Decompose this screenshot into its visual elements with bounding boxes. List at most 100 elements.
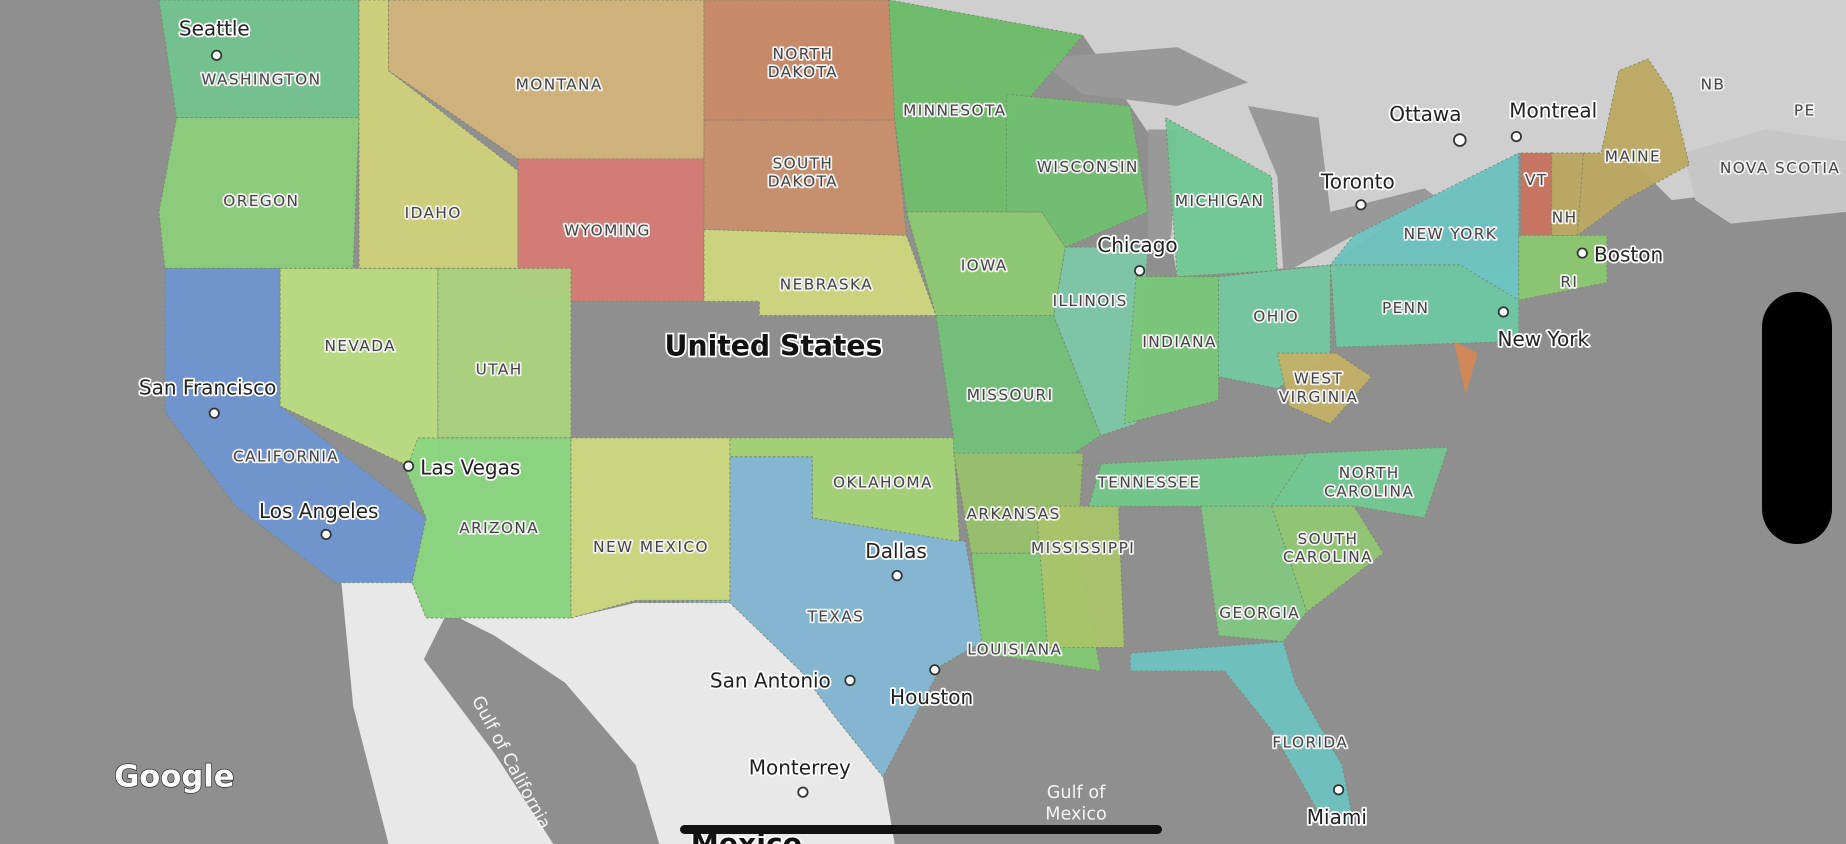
state-illinois[interactable] (1053, 246, 1149, 437)
city-label-las-vegas: Las Vegas (420, 455, 520, 479)
state-label-nh: NH (1552, 208, 1578, 226)
state-label-arizona: ARIZONA (459, 519, 539, 537)
state-oregon[interactable] (158, 117, 360, 269)
city-label-monterrey: Monterrey (749, 756, 851, 780)
city-label-dallas: Dallas (865, 539, 926, 563)
city-label-boston: Boston (1594, 242, 1663, 266)
state-layer (158, 0, 1690, 825)
state-north-carolina[interactable] (1270, 446, 1449, 519)
city-label-chicago: Chicago (1097, 233, 1177, 257)
city-marker-dallas[interactable] (891, 570, 903, 582)
state-label-vt: VT (1525, 171, 1548, 189)
great-lake-huron (1247, 105, 1331, 271)
state-north-dakota[interactable] (703, 0, 896, 121)
state-label-oklahoma: OKLAHOMA (833, 473, 933, 491)
state-penn[interactable] (1329, 264, 1520, 348)
city-label-miami: Miami (1307, 805, 1367, 829)
state-label-minnesota: MINNESOTA (903, 101, 1006, 119)
city-marker-san-francisco[interactable] (208, 407, 220, 419)
state-label-mississippi: MISSISSIPPI (1031, 539, 1135, 557)
google-logo: Google (114, 759, 234, 794)
state-new-mexico[interactable] (570, 437, 731, 619)
state-label-missouri: MISSOURI (967, 386, 1054, 404)
state-label-oregon: OREGON (223, 192, 299, 210)
home-indicator[interactable] (680, 825, 1162, 834)
city-label-montreal: Montreal (1509, 99, 1597, 123)
water-label-gulf-of-mexico: Gulf of Mexico (1045, 783, 1107, 824)
state-label-south-carolina: SOUTH CAROLINA (1283, 530, 1373, 566)
city-marker-new-york[interactable] (1497, 306, 1509, 318)
state-georgia[interactable] (1200, 505, 1308, 643)
city-label-toronto: Toronto (1320, 169, 1395, 193)
state-label-utah: UTAH (476, 360, 523, 378)
region-label-pe: PE (1794, 101, 1816, 119)
state-label-indiana: INDIANA (1142, 333, 1217, 351)
state-label-ri: RI (1560, 273, 1578, 291)
state-label-new-mexico: NEW MEXICO (593, 538, 709, 556)
state-iowa[interactable] (905, 211, 1066, 316)
state-label-nevada: NEVADA (324, 337, 396, 355)
state-florida[interactable] (1129, 641, 1355, 825)
state-delaware-maryland[interactable] (1453, 341, 1478, 395)
state-label-tennessee: TENNESSEE (1097, 473, 1201, 491)
state-label-ohio: OHIO (1253, 307, 1299, 325)
state-label-illinois: ILLINOIS (1053, 292, 1128, 310)
state-label-nebraska: NEBRASKA (780, 276, 873, 294)
newfoundland-maritimes (1683, 129, 1846, 224)
city-label-seattle: Seattle (179, 16, 250, 40)
state-label-arkansas: ARKANSAS (967, 505, 1061, 523)
state-label-south-dakota: SOUTH DAKOTA (768, 154, 838, 190)
region-label-nb: NB (1701, 75, 1726, 93)
city-label-new-york: New York (1498, 327, 1590, 351)
state-label-washington: WASHINGTON (201, 71, 321, 89)
state-wyoming[interactable] (517, 158, 705, 302)
city-marker-ottawa[interactable] (1453, 133, 1467, 147)
state-arizona[interactable] (405, 437, 572, 619)
city-marker-houston[interactable] (929, 664, 941, 676)
city-marker-miami[interactable] (1332, 784, 1345, 796)
country-label-united-states: United States (665, 329, 883, 362)
state-mississippi[interactable] (1035, 505, 1125, 648)
city-marker-chicago[interactable] (1134, 265, 1146, 277)
state-indiana[interactable] (1123, 276, 1219, 425)
state-label-idaho: IDAHO (405, 204, 462, 222)
city-label-san-francisco: San Francisco (139, 375, 276, 399)
city-marker-san-antonio[interactable] (844, 674, 856, 686)
state-label-wyoming: WYOMING (564, 221, 651, 239)
city-label-ottawa: Ottawa (1389, 102, 1461, 126)
city-marker-montreal[interactable] (1510, 130, 1522, 143)
state-label-north-carolina: NORTH CAROLINA (1324, 464, 1414, 500)
state-vt[interactable] (1520, 152, 1555, 236)
scroll-handle[interactable] (1762, 292, 1832, 544)
state-label-florida: FLORIDA (1272, 733, 1348, 751)
state-south-carolina[interactable] (1270, 505, 1384, 613)
state-utah[interactable] (437, 267, 572, 439)
state-label-louisiana: LOUISIANA (967, 640, 1062, 658)
state-new-york[interactable] (1329, 152, 1520, 301)
state-tennessee[interactable] (1077, 452, 1320, 507)
city-marker-monterrey[interactable] (797, 786, 809, 798)
state-nevada[interactable] (279, 267, 439, 466)
city-marker-boston[interactable] (1576, 247, 1588, 259)
state-label-georgia: GEORGIA (1219, 604, 1300, 622)
city-marker-seattle[interactable] (211, 49, 223, 61)
great-lake-superior (1036, 47, 1248, 106)
state-michigan[interactable] (1164, 116, 1278, 278)
city-label-houston: Houston (890, 685, 973, 709)
state-label-penn: PENN (1382, 299, 1429, 317)
city-marker-los-angeles[interactable] (320, 528, 332, 541)
mexico-land (341, 582, 895, 844)
state-nebraska[interactable] (703, 229, 937, 316)
state-label-michigan: MICHIGAN (1175, 192, 1264, 210)
state-label-california: CALIFORNIA (233, 447, 339, 465)
state-label-maine: MAINE (1605, 147, 1661, 165)
region-label-nova-scotia: NOVA SCOTIA (1720, 159, 1840, 177)
city-marker-toronto[interactable] (1355, 199, 1367, 211)
state-maine[interactable] (1577, 58, 1690, 237)
state-west-virginia[interactable] (1276, 352, 1373, 425)
state-label-montana: MONTANA (516, 75, 603, 93)
label-layer: WASHINGTON OREGON CALIFORNIA NEVADA IDAHO MON… (113, 15, 1840, 844)
city-marker-las-vegas[interactable] (402, 460, 415, 472)
